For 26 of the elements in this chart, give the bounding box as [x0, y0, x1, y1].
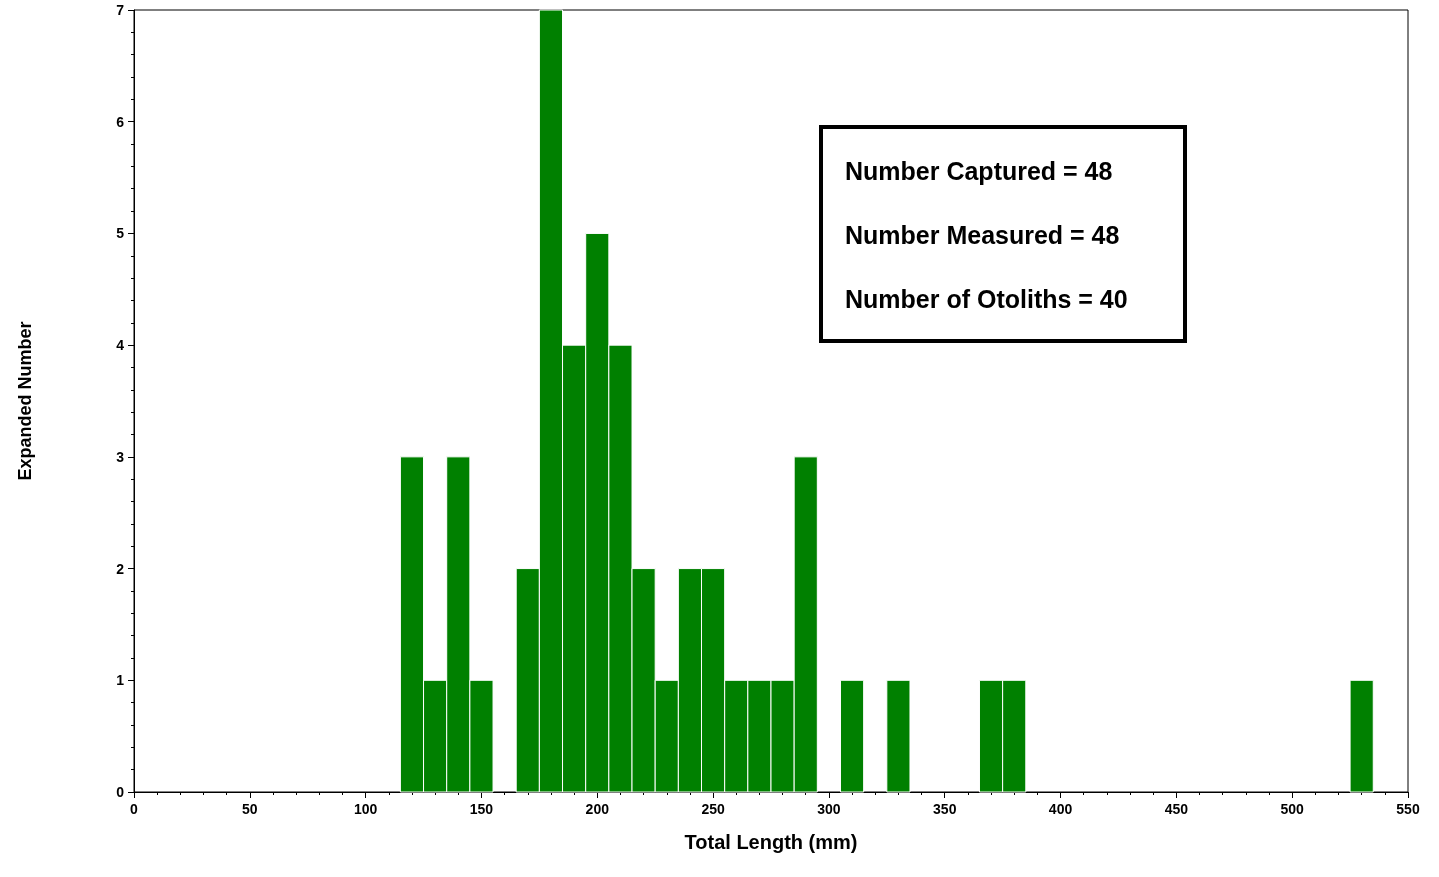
- y-tick-label: 6: [116, 113, 125, 130]
- x-tick-label: 350: [933, 801, 957, 817]
- y-tick-label: 5: [116, 225, 125, 242]
- annotation: Number of Otoliths = 40: [845, 284, 1129, 315]
- x-tick-label: 0: [130, 801, 139, 817]
- x-tick-label: 250: [701, 801, 725, 817]
- x-tick-label: 500: [1280, 801, 1305, 817]
- y-tick-label: 0: [116, 784, 125, 800]
- annotation: Number Captured = 48: [845, 156, 1114, 187]
- x-tick-label: 100: [353, 801, 378, 817]
- y-axis-title: Expanded Number: [15, 321, 35, 481]
- y-tick-label: 1: [116, 672, 125, 689]
- x-tick-label: 50: [242, 801, 258, 817]
- x-tick-label: 300: [817, 801, 841, 817]
- x-tick-label: 200: [585, 801, 610, 817]
- x-tick-label: 150: [469, 801, 494, 817]
- text-box: Number Captured = 48 Number Measured = 48 Number of Otoliths = 40: [819, 125, 1187, 343]
- x-tick-label: 450: [1164, 801, 1189, 817]
- y-tick-label: 4: [116, 337, 125, 354]
- y-tick-label: 2: [116, 560, 125, 577]
- x-tick-label: 550: [1396, 801, 1420, 817]
- y-tick-label: 7: [116, 2, 125, 18]
- x-axis-title: Total Length (mm): [684, 831, 858, 853]
- annotation: Number Measured = 48: [845, 220, 1121, 251]
- y-tick-label: 3: [116, 448, 125, 465]
- x-tick-label: 400: [1048, 801, 1073, 817]
